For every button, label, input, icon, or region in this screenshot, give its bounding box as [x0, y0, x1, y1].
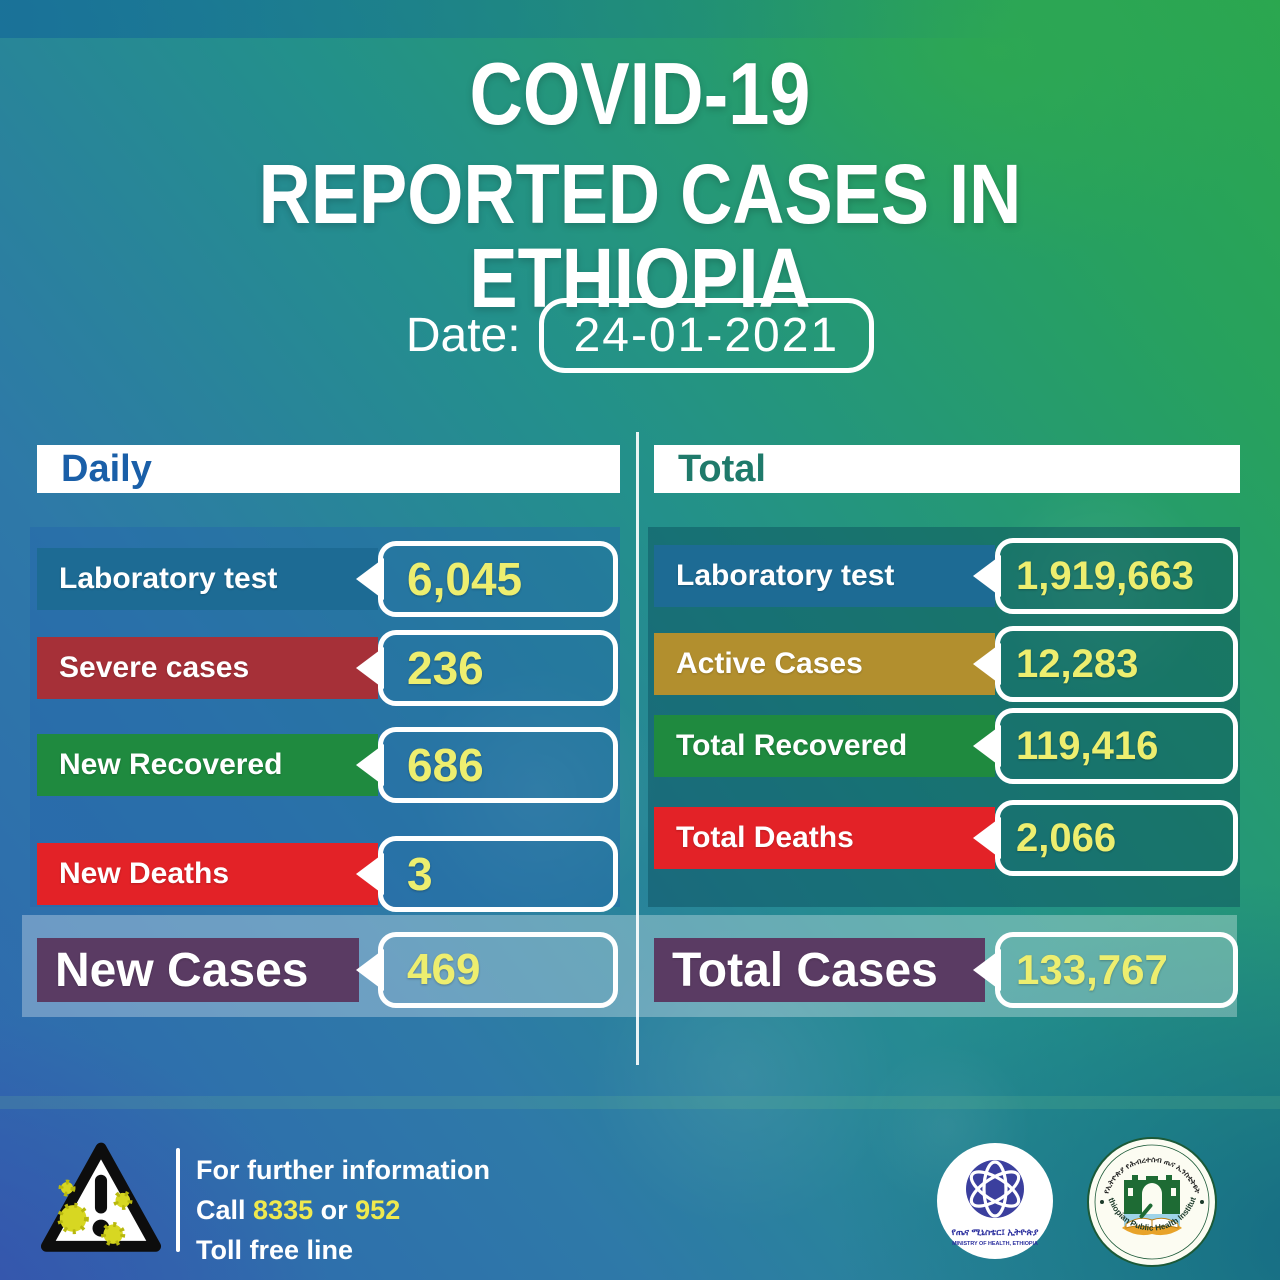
total-cases-label: Total Cases [672, 943, 938, 997]
total-deaths-value: 2,066 [1016, 815, 1117, 860]
daily-header-label: Daily [61, 447, 152, 490]
daily-new-recovered-bar: New Recovered [37, 734, 378, 796]
total-recovered-bar: Total Recovered [654, 715, 995, 777]
total-row-active-cases: Active Cases 12,283 [654, 626, 1238, 702]
or-word: or [320, 1195, 348, 1225]
total-header-label: Total [678, 447, 766, 490]
ephi-logo: የኢትዮጵያ የሕብረተሰብ ጤና ኢንስቲትዩት Ethiopian Publ… [1086, 1136, 1217, 1267]
daily-row-laboratory-test: Laboratory test 6,045 [37, 541, 618, 617]
page-title: COVID-19 REPORTED CASES IN ETHIOPIA [0, 44, 1280, 325]
date-label: Date: [405, 309, 521, 362]
total-laboratory-test-value-box: 1,919,663 [973, 538, 1238, 614]
daily-new-deaths-value-box: 3 [356, 836, 618, 912]
ministry-of-health-logo: የጤና ሚኒስቴር፤ ኢትዮጵያ MINISTRY OF HEALTH, ETH… [937, 1143, 1053, 1259]
daily-laboratory-test-label: Laboratory test [59, 562, 278, 595]
total-row-total-deaths: Total Deaths 2,066 [654, 800, 1238, 876]
toll-free-number-2: 952 [355, 1195, 401, 1225]
pointer-arrow-icon [356, 744, 384, 786]
total-laboratory-test-value: 1,919,663 [1016, 553, 1194, 598]
pointer-arrow-icon [356, 949, 384, 991]
daily-severe-cases-bar: Severe cases [37, 637, 378, 699]
background-top-strip [0, 0, 1280, 38]
daily-new-deaths-label: New Deaths [59, 857, 230, 890]
total-cases-value-box: 133,767 [973, 932, 1238, 1008]
total-deaths-label: Total Deaths [676, 821, 854, 854]
daily-severe-cases-value: 236 [407, 642, 484, 694]
call-prefix: Call [196, 1195, 246, 1225]
moh-amharic-text: የጤና ሚኒስቴር፤ ኢትዮጵያ [952, 1227, 1040, 1237]
daily-new-deaths-value: 3 [407, 848, 433, 900]
footer-info: For further information Call 8335 or 952… [196, 1150, 490, 1270]
daily-laboratory-test-value-box: 6,045 [356, 541, 618, 617]
footer-divider [176, 1148, 180, 1252]
title-line-2: REPORTED CASES IN ETHIOPIA [258, 147, 1022, 325]
total-recovered-label: Total Recovered [676, 729, 908, 762]
daily-column-header: Daily [37, 445, 620, 493]
daily-row-new-deaths: New Deaths 3 [37, 836, 618, 912]
pointer-arrow-icon [973, 817, 1001, 859]
daily-row-new-cases: New Cases 469 [37, 932, 618, 1008]
column-divider [636, 432, 639, 1065]
pointer-arrow-icon [356, 853, 384, 895]
total-row-total-recovered: Total Recovered 119,416 [654, 708, 1238, 784]
daily-severe-cases-label: Severe cases [59, 651, 250, 684]
date-row: Date: 24-01-2021 [0, 298, 1280, 373]
total-recovered-value-box: 119,416 [973, 708, 1238, 784]
total-column-header: Total [654, 445, 1240, 493]
footer-info-line1: For further information [196, 1155, 490, 1185]
total-cases-value: 133,767 [1016, 946, 1168, 993]
new-cases-bar: New Cases [37, 938, 359, 1002]
pointer-arrow-icon [973, 725, 1001, 767]
total-active-cases-value-box: 12,283 [973, 626, 1238, 702]
total-laboratory-test-label: Laboratory test [676, 559, 895, 592]
daily-row-severe-cases: Severe cases 236 [37, 630, 618, 706]
daily-laboratory-test-bar: Laboratory test [37, 548, 378, 610]
footer-info-line2: Call 8335 or 952 [196, 1190, 490, 1230]
moh-english-text: MINISTRY OF HEALTH, ETHIOPIA [952, 1241, 1038, 1247]
daily-row-new-recovered: New Recovered 686 [37, 727, 618, 803]
total-active-cases-bar: Active Cases [654, 633, 995, 695]
warning-icon [40, 1142, 162, 1252]
total-cases-bar: Total Cases [654, 938, 985, 1002]
date-value: 24-01-2021 [538, 298, 875, 373]
daily-severe-cases-value-box: 236 [356, 630, 618, 706]
total-deaths-bar: Total Deaths [654, 807, 995, 869]
total-active-cases-value: 12,283 [1016, 641, 1139, 686]
total-active-cases-label: Active Cases [676, 647, 863, 680]
total-row-total-cases: Total Cases 133,767 [654, 932, 1238, 1008]
pointer-arrow-icon [973, 949, 1001, 991]
new-cases-value: 469 [407, 945, 481, 994]
total-recovered-value: 119,416 [1016, 723, 1159, 768]
daily-new-recovered-value-box: 686 [356, 727, 618, 803]
background-streak [0, 1096, 1280, 1109]
pointer-arrow-icon [356, 558, 384, 600]
title-line-1: COVID-19 [469, 44, 811, 143]
new-cases-label: New Cases [55, 943, 309, 997]
daily-new-deaths-bar: New Deaths [37, 843, 378, 905]
pointer-arrow-icon [973, 555, 1001, 597]
new-cases-value-box: 469 [356, 932, 618, 1008]
daily-new-recovered-value: 686 [407, 739, 484, 791]
total-deaths-value-box: 2,066 [973, 800, 1238, 876]
footer-info-line3: Toll free line [196, 1235, 354, 1265]
daily-laboratory-test-value: 6,045 [407, 553, 523, 605]
total-laboratory-test-bar: Laboratory test [654, 545, 995, 607]
pointer-arrow-icon [973, 643, 1001, 685]
daily-new-recovered-label: New Recovered [59, 748, 283, 781]
pointer-arrow-icon [356, 647, 384, 689]
total-row-laboratory-test: Laboratory test 1,919,663 [654, 538, 1238, 614]
toll-free-number-1: 8335 [253, 1195, 314, 1225]
